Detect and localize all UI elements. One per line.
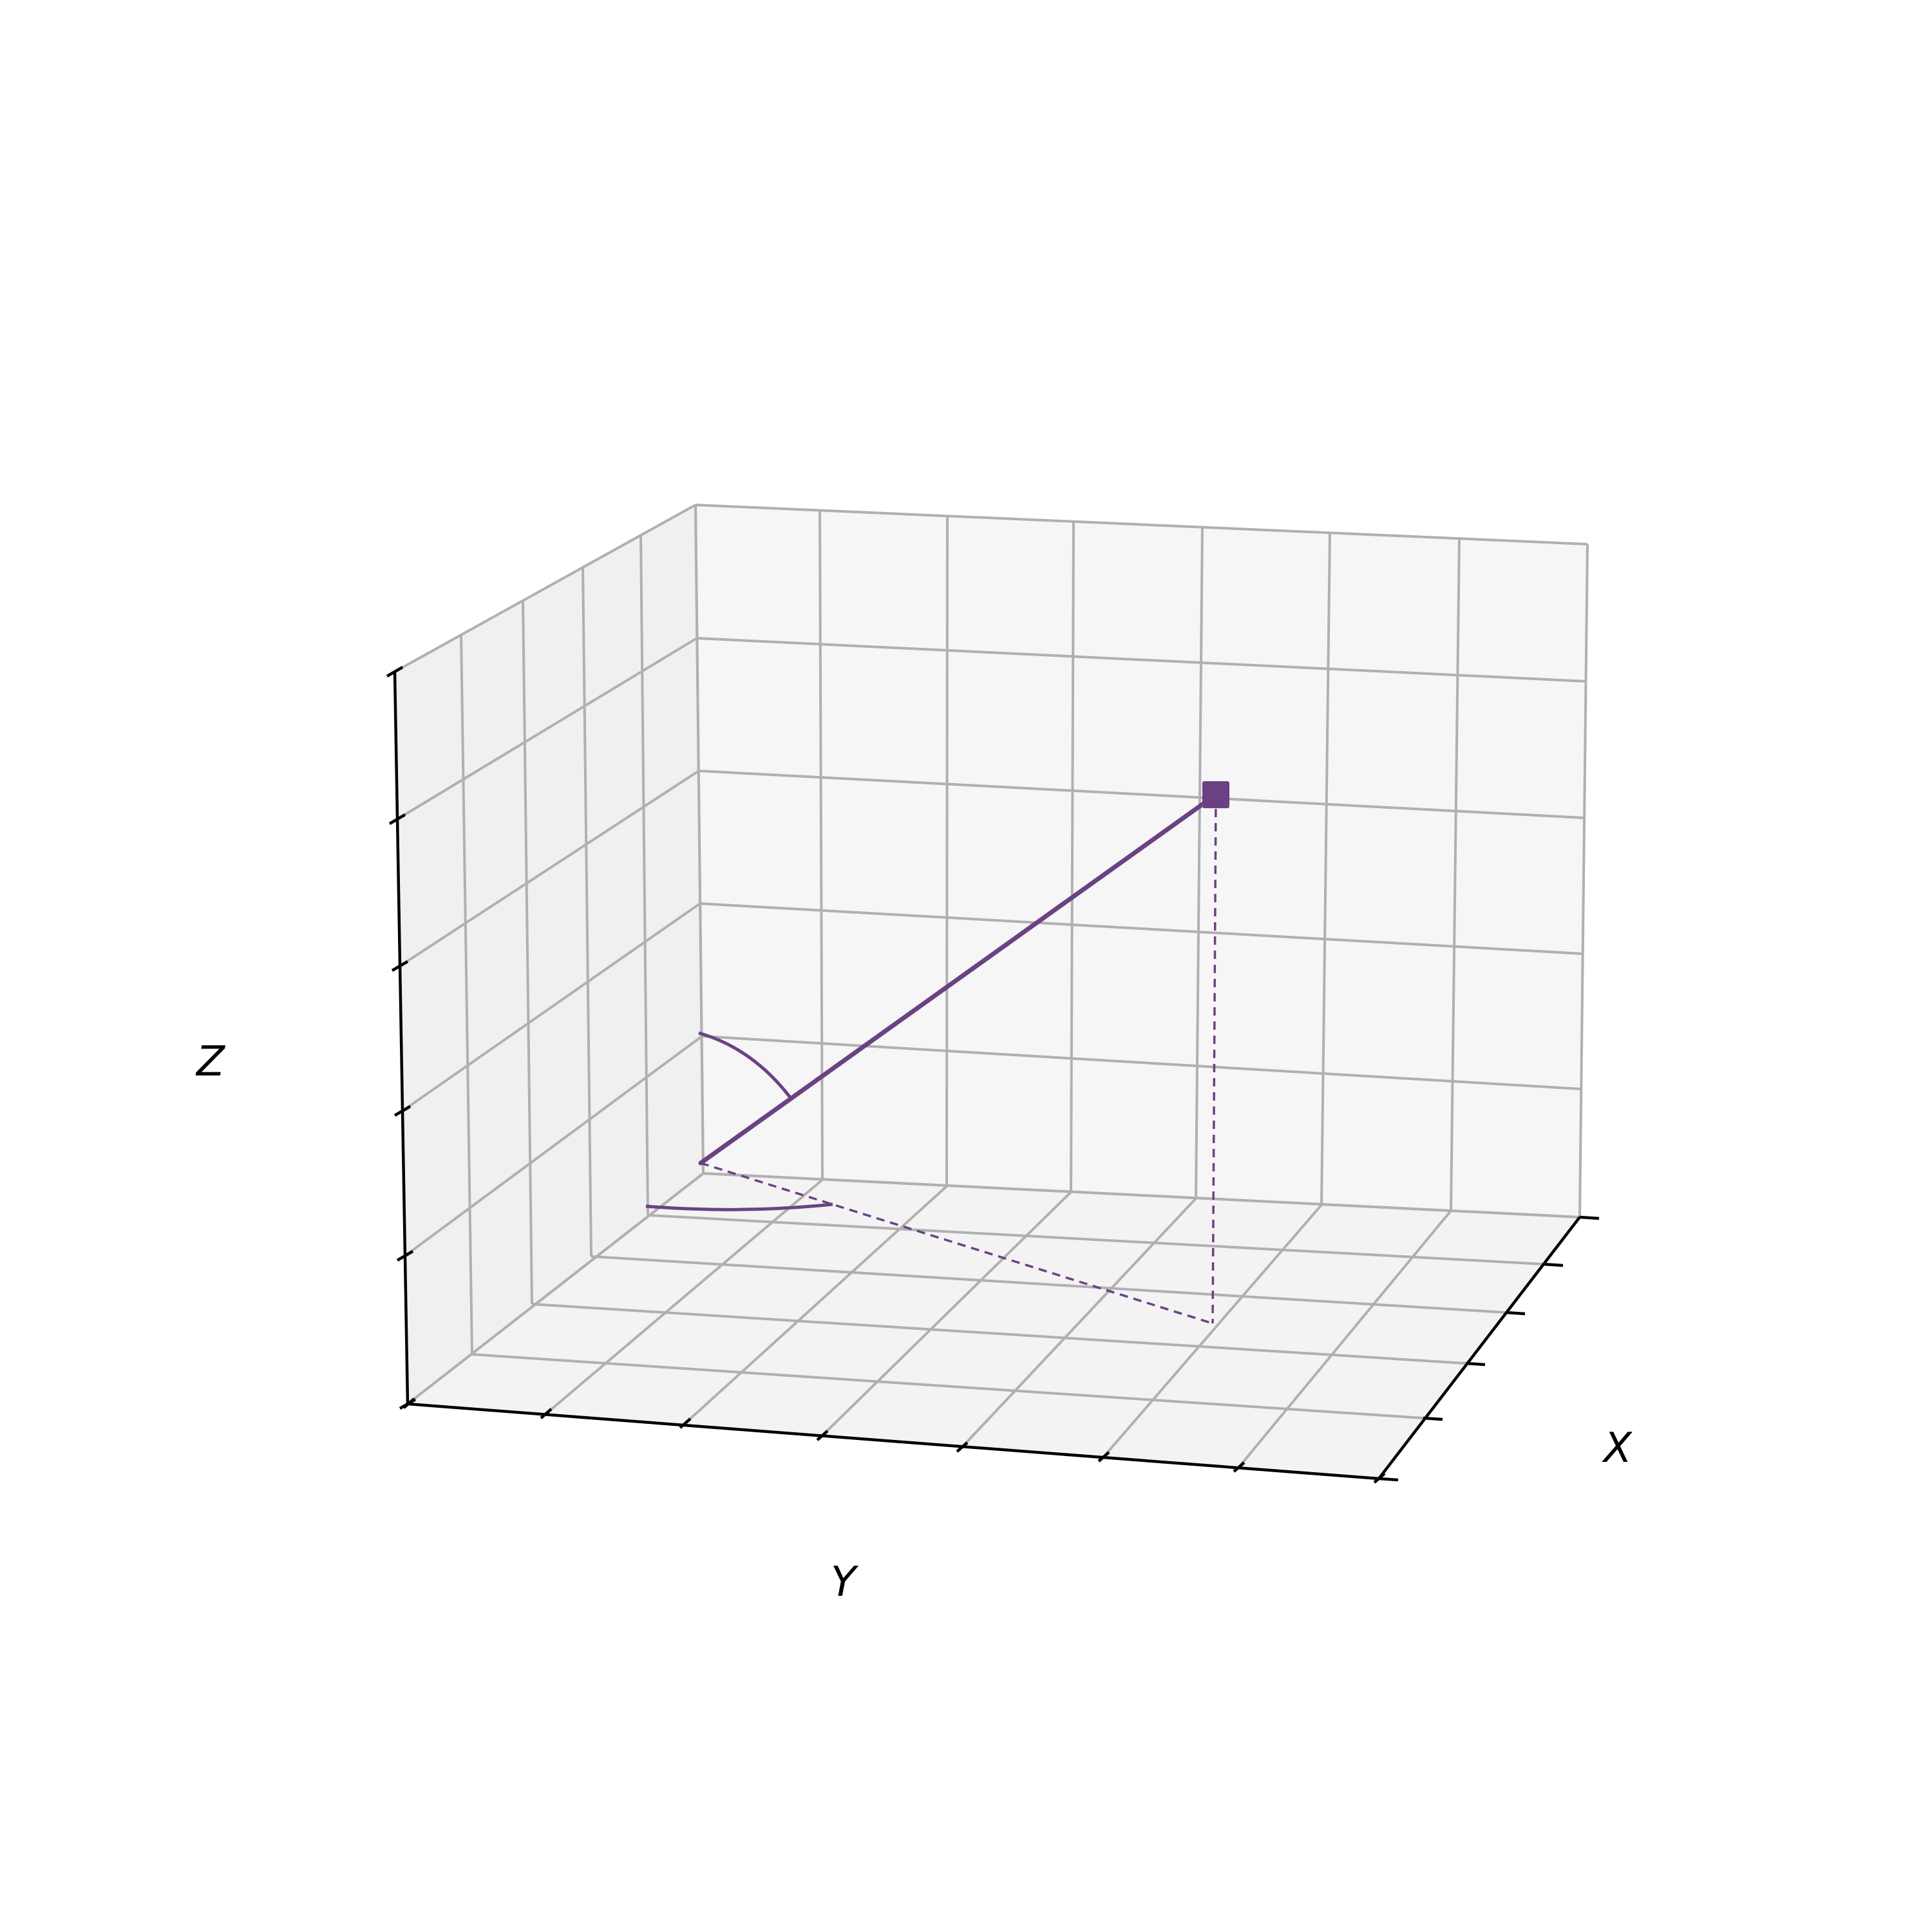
floor-projection-dashed-line bbox=[700, 1162, 1213, 1325]
left-pane bbox=[395, 505, 703, 1404]
x-axis-ticks bbox=[1378, 1215, 1600, 1482]
z-axis-line bbox=[393, 671, 410, 1405]
vector-line bbox=[698, 792, 1218, 1166]
floor-y-gridlines bbox=[406, 1172, 1581, 1480]
y-axis-line bbox=[407, 1402, 1379, 1481]
back-pane bbox=[696, 505, 1587, 1217]
z-axis-label: Z bbox=[195, 1038, 225, 1086]
x-axis-label: X bbox=[1602, 1425, 1633, 1472]
polar-angle-arc bbox=[698, 1031, 793, 1101]
x-axis-line bbox=[1378, 1216, 1581, 1480]
azimuth-angle-arc bbox=[645, 1202, 833, 1211]
vector-endpoint-marker bbox=[1202, 781, 1229, 808]
vertical-projection-dashed-line bbox=[1211, 794, 1217, 1324]
y-axis-label: Y bbox=[831, 1558, 859, 1606]
